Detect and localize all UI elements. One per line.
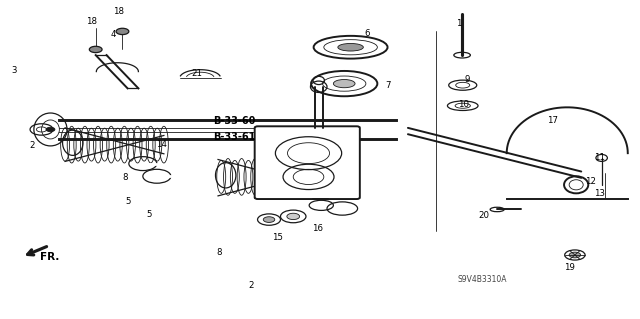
Text: 18: 18 [113, 7, 124, 16]
Text: 17: 17 [547, 116, 559, 125]
Text: 5: 5 [147, 210, 152, 219]
Circle shape [46, 127, 55, 132]
Text: 19: 19 [564, 263, 575, 272]
Text: 8: 8 [122, 173, 128, 182]
Text: 21: 21 [191, 69, 202, 78]
Text: 2: 2 [248, 281, 254, 290]
Text: B-33-61: B-33-61 [213, 132, 255, 142]
Text: 8: 8 [217, 248, 222, 257]
Text: 11: 11 [594, 153, 605, 162]
Ellipse shape [338, 43, 364, 51]
Circle shape [116, 28, 129, 34]
Text: 14: 14 [156, 140, 167, 149]
Text: 16: 16 [312, 224, 323, 233]
Circle shape [287, 213, 300, 219]
Polygon shape [507, 108, 628, 199]
Circle shape [569, 252, 580, 258]
Text: S9V4B3310A: S9V4B3310A [457, 275, 506, 284]
Circle shape [263, 217, 275, 222]
Text: 3: 3 [12, 66, 17, 76]
Text: 20: 20 [478, 211, 489, 220]
Ellipse shape [333, 79, 355, 88]
Text: 13: 13 [594, 189, 605, 198]
Text: 2: 2 [29, 141, 35, 150]
Text: 18: 18 [86, 18, 97, 26]
Circle shape [90, 46, 102, 53]
Text: 12: 12 [585, 176, 596, 186]
Text: 5: 5 [125, 197, 131, 206]
Text: B-33-60: B-33-60 [213, 116, 255, 126]
Text: 7: 7 [386, 81, 391, 90]
Text: 1: 1 [456, 19, 461, 28]
Text: 6: 6 [365, 28, 370, 38]
Text: FR.: FR. [40, 252, 59, 262]
FancyBboxPatch shape [255, 126, 360, 199]
Text: 4: 4 [111, 30, 116, 39]
Text: 15: 15 [271, 233, 283, 242]
Text: 10: 10 [458, 100, 468, 109]
Text: 9: 9 [465, 75, 470, 84]
